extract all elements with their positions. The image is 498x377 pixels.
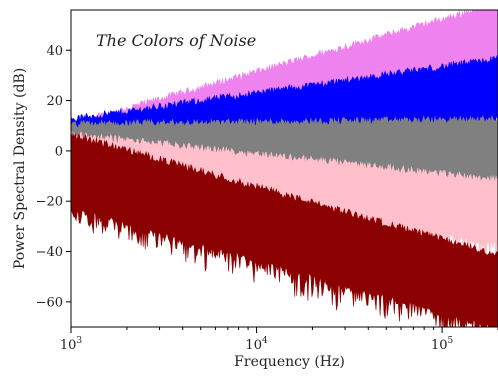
y-tick-label: −20 [36, 195, 63, 210]
x-tick-base: 10 [245, 338, 262, 353]
x-axis-label: Frequency (Hz) [234, 354, 345, 370]
x-tick-exponent: 4 [262, 336, 268, 346]
x-tick-exponent: 5 [448, 336, 454, 346]
plot-areas [71, 10, 498, 327]
noise-band-4 [71, 131, 498, 327]
y-tick-label: 0 [55, 144, 63, 159]
x-tick-label: 103 [60, 336, 83, 353]
x-tick-exponent: 3 [76, 336, 82, 346]
x-tick-base: 10 [60, 338, 77, 353]
y-tick-label: −40 [36, 245, 63, 260]
x-tick-label: 105 [431, 336, 454, 353]
x-tick-label: 104 [245, 336, 268, 353]
chart-title: The Colors of Noise [96, 31, 256, 50]
y-tick-label: 40 [46, 44, 63, 59]
y-tick-label: 20 [46, 94, 63, 109]
y-tick-label: −60 [36, 295, 63, 310]
x-tick-base: 10 [431, 338, 448, 353]
plot-frame [70, 9, 498, 328]
y-axis-label: Power Spectral Density (dB) [12, 68, 28, 269]
